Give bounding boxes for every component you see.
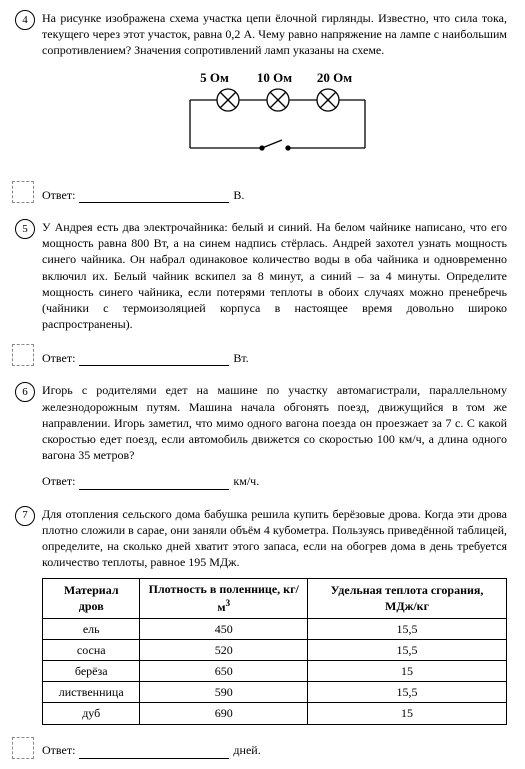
col-heat: Удельная теплота сгорания, МДж/кг	[308, 579, 507, 618]
problem-number: 5	[15, 219, 35, 239]
table-row: дуб69015	[43, 703, 507, 724]
table-row: лиственница59015,5	[43, 682, 507, 703]
answer-line: Ответ: дней.	[42, 742, 261, 758]
answer-label: Ответ:	[42, 350, 75, 366]
answer-blank[interactable]	[79, 478, 229, 490]
problem-number: 7	[15, 506, 35, 526]
table-row: сосна52015,5	[43, 639, 507, 660]
col-material: Материал дров	[43, 579, 140, 618]
problem-content: Для отопления сельского дома бабушка реш…	[42, 506, 507, 725]
score-box[interactable]	[12, 737, 34, 759]
problem-4: 4 На рисунке изображена схема участка це…	[8, 10, 507, 169]
answer-row-5: Ответ: Вт.	[8, 344, 507, 366]
answer-row-6: Ответ: км/ч.	[42, 473, 507, 489]
label-r3: 20 Ом	[310, 69, 360, 87]
answer-unit: км/ч.	[233, 473, 259, 489]
problem-content: Игорь с родителями едет на машине по уча…	[42, 382, 507, 489]
problem-number: 4	[15, 10, 35, 30]
answer-label: Ответ:	[42, 742, 75, 758]
answer-blank[interactable]	[79, 747, 229, 759]
answer-row-4: Ответ: В.	[8, 181, 507, 203]
resistor-labels: 5 Ом 10 Ом 20 Ом	[42, 69, 507, 87]
answer-unit: В.	[233, 187, 244, 203]
score-box[interactable]	[12, 344, 34, 366]
number-column: 6	[8, 382, 42, 402]
answer-line: Ответ: В.	[42, 187, 244, 203]
answer-line: Ответ: Вт.	[42, 350, 249, 366]
problem-text: Для отопления сельского дома бабушка реш…	[42, 506, 507, 571]
label-r1: 5 Ом	[190, 69, 240, 87]
problem-5: 5 У Андрея есть два электрочайника: белы…	[8, 219, 507, 332]
answer-line: Ответ: км/ч.	[42, 473, 259, 489]
problem-text: Игорь с родителями едет на машине по уча…	[42, 382, 507, 463]
problem-7: 7 Для отопления сельского дома бабушка р…	[8, 506, 507, 725]
wood-table: Материал дров Плотность в поленнице, кг/…	[42, 578, 507, 724]
problem-content: На рисунке изображена схема участка цепи…	[42, 10, 507, 169]
answer-unit: Вт.	[233, 350, 248, 366]
table-row: ель45015,5	[43, 618, 507, 639]
problem-text: У Андрея есть два электрочайника: белый …	[42, 219, 507, 332]
table-row: берёза65015	[43, 661, 507, 682]
table-header-row: Материал дров Плотность в поленнице, кг/…	[43, 579, 507, 618]
answer-unit: дней.	[233, 742, 260, 758]
answer-label: Ответ:	[42, 187, 75, 203]
problem-text: На рисунке изображена схема участка цепи…	[42, 10, 507, 59]
problem-6: 6 Игорь с родителями едет на машине по у…	[8, 382, 507, 489]
problem-content: У Андрея есть два электрочайника: белый …	[42, 219, 507, 332]
problem-number: 6	[15, 382, 35, 402]
circuit-svg	[160, 88, 390, 163]
number-column: 5	[8, 219, 42, 239]
circuit-diagram: 5 Ом 10 Ом 20 Ом	[42, 69, 507, 164]
answer-label: Ответ:	[42, 473, 75, 489]
label-r2: 10 Ом	[250, 69, 300, 87]
answer-blank[interactable]	[79, 191, 229, 203]
answer-row-7: Ответ: дней.	[8, 737, 507, 759]
col-density: Плотность в поленнице, кг/м3	[140, 579, 308, 618]
score-box[interactable]	[12, 181, 34, 203]
number-column: 7	[8, 506, 42, 526]
answer-blank[interactable]	[79, 354, 229, 366]
number-column: 4	[8, 10, 42, 30]
